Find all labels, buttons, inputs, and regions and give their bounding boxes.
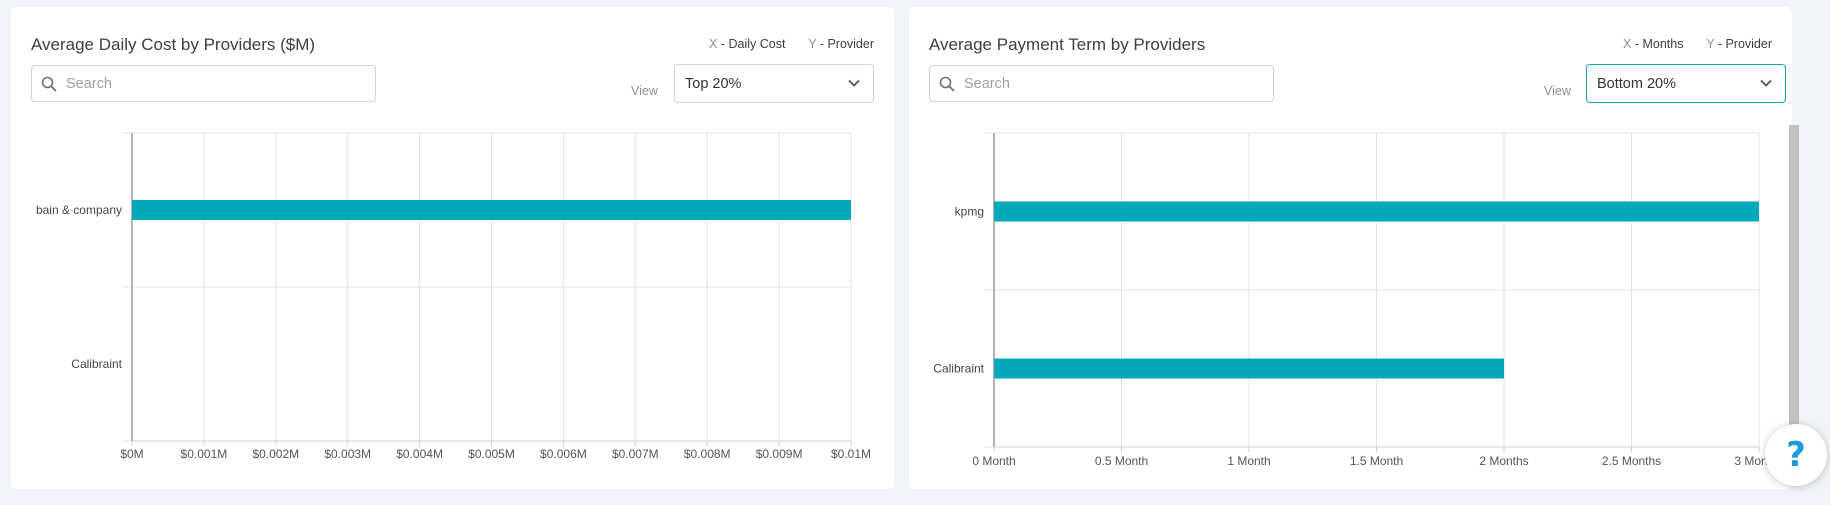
search-icon — [32, 65, 66, 102]
x-tick-label: $0.01M — [831, 447, 871, 461]
x-key: X — [709, 37, 718, 51]
chart-average-payment-term: 0 Month 0.5 Month 1 Month 1.5 Month 2 Months… — [933, 132, 1784, 468]
chart-average-daily-cost: $0M $0.001M $0.002M $0.003M $0.004M $0.005M $0… — [36, 132, 871, 461]
view-label: View — [1544, 84, 1571, 98]
x-label: - Months — [1634, 37, 1684, 51]
search-input[interactable] — [964, 68, 1254, 99]
panel-average-daily-cost: $0M $0.001M $0.002M $0.003M $0.004M $0.005M $0… — [11, 7, 894, 489]
x-tick-label: $0.008M — [684, 447, 731, 461]
x-tick-label: $0.002M — [252, 447, 299, 461]
axis-legend: X - Daily Cost Y - Provider — [709, 37, 874, 51]
x-tick-label: $0.001M — [181, 447, 228, 461]
x-tick-label: 1 Month — [1227, 454, 1270, 468]
y-key: Y — [808, 37, 817, 51]
y-key: Y — [1706, 37, 1715, 51]
search-input[interactable] — [66, 68, 356, 99]
y-tick-label: kpmg — [955, 205, 984, 219]
panel-average-payment-term: 0 Month 0.5 Month 1 Month 1.5 Month 2 Months… — [909, 7, 1792, 489]
x-tick-label: $0.005M — [468, 447, 515, 461]
help-button[interactable]: ? — [1765, 424, 1827, 486]
x-tick-label: $0.004M — [396, 447, 443, 461]
help-icon: ? — [1786, 435, 1806, 475]
y-label: - Provider — [1717, 37, 1772, 51]
search-box — [929, 65, 1274, 102]
x-tick-label: 1.5 Month — [1350, 454, 1403, 468]
chevron-down-icon — [1759, 76, 1773, 94]
x-tick-label: $0.007M — [612, 447, 659, 461]
x-tick-label: 0.5 Month — [1095, 454, 1148, 468]
x-tick-label: 2 Months — [1479, 454, 1528, 468]
x-tick-label: $0M — [120, 447, 143, 461]
x-key: X — [1623, 37, 1632, 51]
search-icon — [930, 65, 964, 102]
view-select-value: Top 20% — [685, 75, 742, 92]
bar[interactable] — [132, 200, 851, 220]
chart-title: Average Payment Term by Providers — [929, 35, 1206, 54]
chevron-down-icon — [847, 76, 861, 94]
search-box — [31, 65, 376, 102]
x-tick-label: 0 Month — [972, 454, 1015, 468]
y-tick-label: bain & company — [36, 203, 122, 217]
axis-legend: X - Months Y - Provider — [1623, 37, 1772, 51]
view-select[interactable]: Bottom 20% — [1586, 64, 1786, 103]
view-label: View — [631, 84, 658, 98]
x-tick-label: $0.009M — [756, 447, 803, 461]
view-select-value: Bottom 20% — [1597, 75, 1676, 92]
y-label: - Provider — [819, 37, 874, 51]
x-tick-label: $0.006M — [540, 447, 587, 461]
x-tick-label: $0.003M — [324, 447, 371, 461]
y-tick-label: Calibraint — [71, 357, 122, 371]
bar[interactable] — [994, 201, 1759, 222]
x-tick-label: 2.5 Months — [1602, 454, 1661, 468]
scrollbar[interactable] — [1789, 125, 1799, 475]
bar[interactable] — [994, 358, 1504, 379]
x-label: - Daily Cost — [720, 37, 786, 51]
y-tick-label: Calibraint — [933, 362, 984, 376]
chart-title: Average Daily Cost by Providers ($M) — [31, 35, 316, 54]
view-select[interactable]: Top 20% — [674, 64, 874, 103]
